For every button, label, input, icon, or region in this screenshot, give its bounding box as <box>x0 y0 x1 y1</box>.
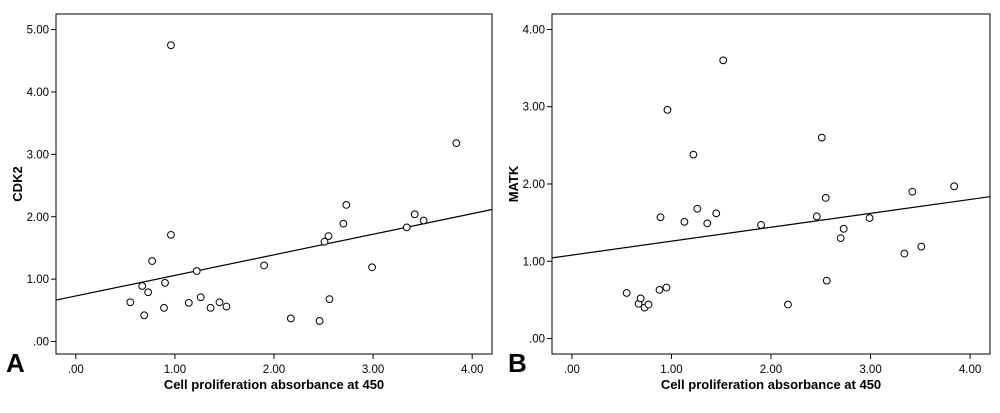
y-axis-title: MATK <box>506 165 521 202</box>
data-point <box>865 214 874 222</box>
data-point <box>419 216 428 225</box>
data-point <box>320 237 329 246</box>
data-point <box>167 41 175 50</box>
data-point <box>215 298 224 307</box>
data-point <box>822 276 831 285</box>
data-point <box>286 314 295 323</box>
data-point <box>662 283 671 292</box>
data-point <box>839 224 848 233</box>
y-tick-label: 2.00 <box>27 212 49 224</box>
data-point <box>703 219 712 228</box>
data-point <box>689 150 698 159</box>
data-point <box>315 317 324 325</box>
data-point <box>680 217 689 226</box>
y-tick-label: 3.00 <box>27 149 49 161</box>
data-point <box>622 289 631 297</box>
data-point <box>324 232 333 240</box>
regression-line <box>55 208 493 301</box>
data-point <box>368 263 377 272</box>
x-tick-label: 4.00 <box>959 364 981 376</box>
data-point <box>757 221 765 229</box>
data-point <box>260 261 268 270</box>
plot-frame <box>551 13 991 355</box>
y-tick-label: 3.00 <box>523 102 545 114</box>
data-point <box>140 311 149 320</box>
y-tick-label: 1.00 <box>27 274 49 286</box>
y-tick-label: 2.00 <box>523 179 545 191</box>
x-tick-label: .00 <box>564 364 580 376</box>
data-point <box>712 209 721 218</box>
data-point <box>636 294 645 303</box>
data-point <box>160 303 168 312</box>
y-axis-title: CDK2 <box>10 166 25 201</box>
scatter-panel-b: .00 1.00 2.00 3.00 4.00 .00 1.00 2.00 3.00 4.00 Ce… <box>506 13 991 392</box>
data-point <box>342 200 351 209</box>
data-point <box>452 139 461 148</box>
data-point <box>410 210 419 219</box>
y-tick-label: 5.00 <box>27 25 49 37</box>
data-point <box>184 298 193 307</box>
data-point <box>719 56 728 65</box>
data-point <box>222 302 231 311</box>
data-point <box>917 242 926 251</box>
y-tick-label: 1.00 <box>523 256 545 268</box>
data-point <box>644 300 653 309</box>
y-tick-label: .00 <box>529 334 545 346</box>
data-point <box>812 212 821 221</box>
data-point <box>148 257 157 265</box>
data-point <box>656 213 665 222</box>
data-point <box>161 278 169 287</box>
data-point <box>836 234 845 242</box>
data-point <box>206 303 215 312</box>
data-point <box>821 194 830 202</box>
data-point <box>817 133 826 142</box>
x-tick-label: .00 <box>68 364 84 376</box>
data-point <box>950 182 959 191</box>
x-axis-title: Cell proliferation absorbance at 450 <box>661 377 881 392</box>
x-tick-label: 2.00 <box>263 364 285 376</box>
x-tick-label: 3.00 <box>859 364 881 376</box>
x-tick-label: 1.00 <box>164 364 186 376</box>
panel-letter: A <box>6 348 25 378</box>
data-point <box>784 300 792 309</box>
data-point <box>144 288 153 297</box>
panel-letter: B <box>508 348 527 378</box>
data-point <box>192 267 201 275</box>
x-tick-label: 2.00 <box>760 364 782 376</box>
x-tick-label: 4.00 <box>461 364 483 376</box>
x-axis-title: Cell proliferation absorbance at 450 <box>164 377 384 392</box>
data-point <box>167 230 175 239</box>
y-tick-label: 4.00 <box>523 24 545 36</box>
data-point <box>126 298 135 307</box>
regression-line <box>551 196 991 259</box>
data-point <box>196 293 205 302</box>
y-tick-label: 4.00 <box>27 87 49 99</box>
data-point <box>138 282 147 290</box>
data-point <box>402 223 411 232</box>
data-point <box>339 219 348 228</box>
data-point <box>663 105 672 114</box>
data-point <box>908 187 917 196</box>
x-tick-label: 1.00 <box>660 364 682 376</box>
data-point <box>900 249 909 258</box>
x-tick-label: 3.00 <box>362 364 384 376</box>
y-tick-label: .00 <box>33 337 49 349</box>
data-point <box>693 204 702 213</box>
plot-frame <box>55 13 493 355</box>
data-point <box>655 285 664 294</box>
scatter-panel-a: .00 1.00 2.00 3.00 4.00 .00 1.00 2.00 3.00 4.00 5.… <box>6 13 493 392</box>
data-point <box>325 295 334 304</box>
